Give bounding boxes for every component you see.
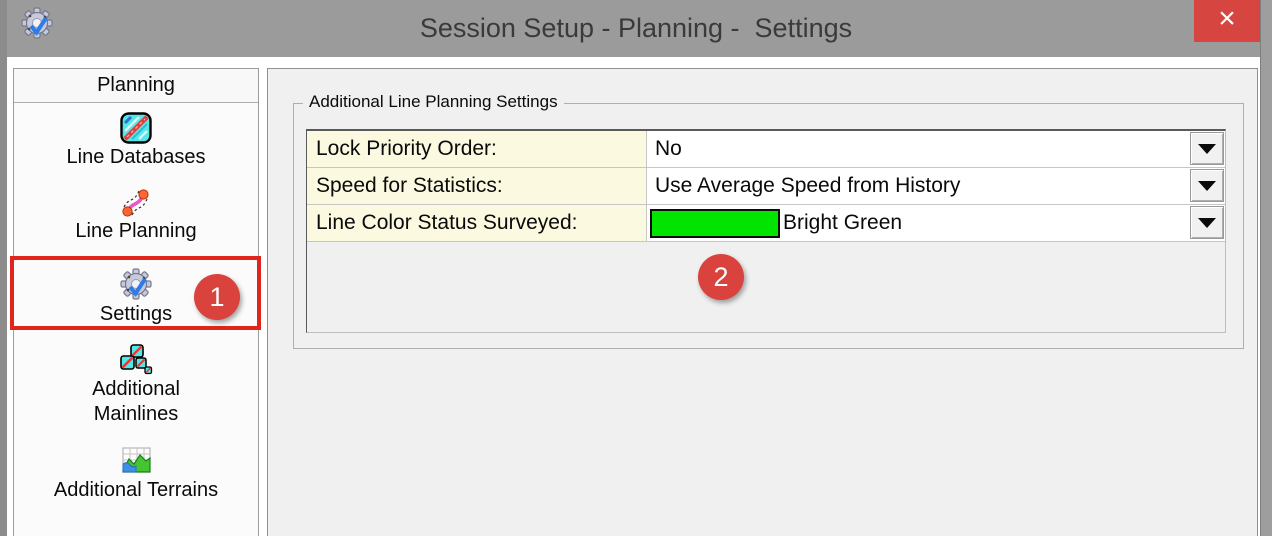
sidebar-item-label: Additional Terrains: [53, 479, 219, 501]
groupbox-title: Additional Line Planning Settings: [303, 92, 564, 112]
setting-label: Speed for Statistics:: [307, 168, 647, 204]
combobox-value: Bright Green: [783, 211, 903, 234]
additional-terrains-icon: [119, 444, 153, 478]
settings-table: Lock Priority Order: No Speed for Statis…: [306, 129, 1226, 333]
window-title: Session Setup - Planning - Settings: [419, 13, 853, 43]
sidebar-item-line-planning[interactable]: Line Planning: [75, 185, 197, 244]
line-color-status-combobox[interactable]: Bright Green: [647, 205, 1225, 241]
chevron-down-icon: [1198, 180, 1216, 191]
line-planning-icon: [119, 185, 153, 219]
chevron-down-icon: [1198, 217, 1216, 228]
additional-line-planning-settings-groupbox: Additional Line Planning Settings Lock P…: [293, 92, 1244, 349]
color-swatch: [650, 208, 780, 238]
main-panel: Additional Line Planning Settings Lock P…: [267, 68, 1258, 536]
sidebar-item-settings[interactable]: Settings: [100, 268, 172, 327]
dropdown-button[interactable]: [1190, 169, 1224, 202]
dropdown-button[interactable]: [1190, 206, 1224, 239]
annotation-badge-1: 1: [194, 274, 240, 320]
titlebar: Session Setup - Planning - Settings ×: [0, 0, 1272, 57]
chevron-down-icon: [1198, 143, 1216, 154]
sidebar-item-label: Line Databases: [66, 146, 206, 168]
sidebar-planning: Planning Line Databases: [13, 68, 259, 536]
window-border-left: [0, 0, 7, 536]
window-border-right: [1260, 0, 1272, 536]
close-button[interactable]: ×: [1194, 0, 1260, 42]
settings-gear-icon: [119, 268, 153, 302]
setting-row-line-color-status-surveyed: Line Color Status Surveyed: Bright Green: [307, 205, 1225, 242]
sidebar-item-additional-mainlines[interactable]: Additional Mainlines: [51, 343, 221, 427]
app-gear-icon: [20, 7, 54, 41]
line-databases-icon: [119, 111, 153, 145]
dropdown-button[interactable]: [1190, 132, 1224, 165]
sidebar-item-label: Settings: [99, 303, 173, 325]
additional-mainlines-icon: [119, 343, 153, 377]
speed-for-statistics-combobox[interactable]: Use Average Speed from History: [647, 168, 1225, 204]
setting-label: Line Color Status Surveyed:: [307, 205, 647, 241]
combobox-value: Use Average Speed from History: [655, 174, 961, 197]
sidebar-item-label: Line Planning: [75, 220, 197, 242]
setting-row-lock-priority-order: Lock Priority Order: No: [307, 131, 1225, 168]
sidebar-item-line-databases[interactable]: Line Databases: [66, 111, 206, 170]
sidebar-item-label: Additional Mainlines: [92, 378, 180, 425]
combobox-value: No: [655, 137, 682, 160]
lock-priority-order-combobox[interactable]: No: [647, 131, 1225, 167]
setting-row-speed-for-statistics: Speed for Statistics: Use Average Speed …: [307, 168, 1225, 205]
sidebar-item-additional-terrains[interactable]: Additional Terrains: [54, 444, 218, 503]
annotation-badge-2: 2: [698, 254, 744, 300]
sidebar-header: Planning: [14, 69, 258, 103]
close-icon: ×: [1218, 2, 1236, 35]
setting-label: Lock Priority Order:: [307, 131, 647, 167]
annotation-highlight-box: [10, 256, 261, 330]
